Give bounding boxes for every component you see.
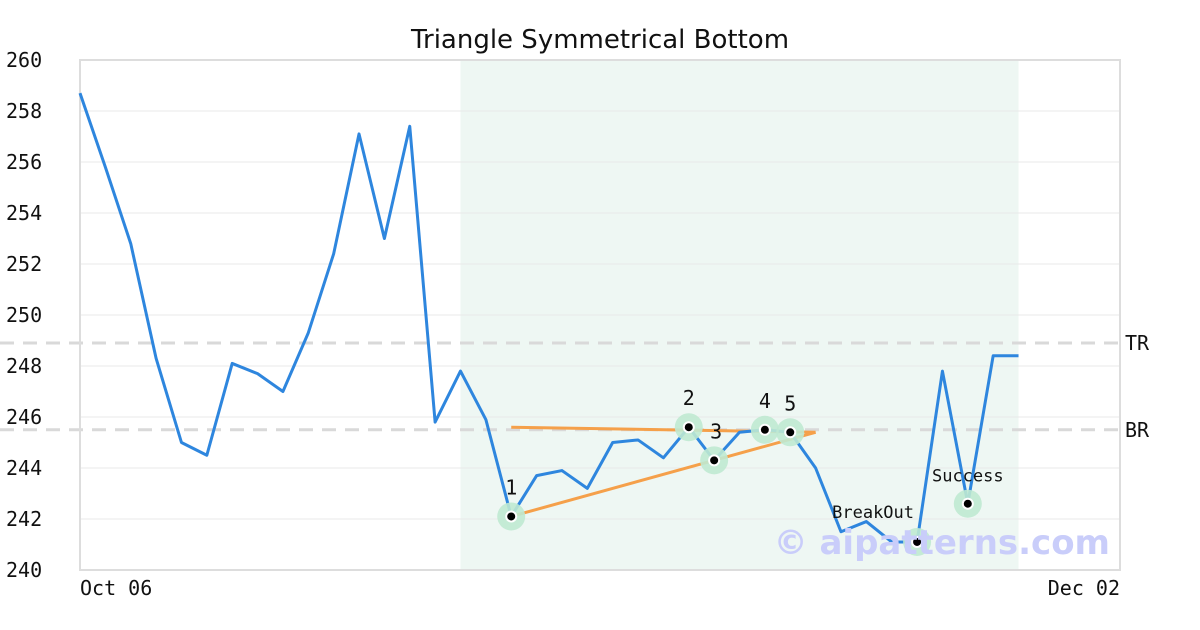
- level-label-tr: TR: [1125, 331, 1150, 355]
- point-dot: [786, 428, 795, 437]
- x-tick-label: Oct 06: [80, 576, 152, 600]
- y-tick-label: 260: [6, 48, 42, 72]
- point-dot: [684, 423, 693, 432]
- y-tick-label: 244: [6, 456, 42, 480]
- x-tick-label: Dec 02: [1048, 576, 1120, 600]
- point-label: 1: [505, 475, 517, 499]
- y-tick-label: 252: [6, 252, 42, 276]
- point-dot: [963, 499, 972, 508]
- point-label: 5: [784, 391, 796, 415]
- price-line: [78, 92, 1019, 544]
- level-label-br: BR: [1125, 418, 1150, 442]
- y-tick-label: 248: [6, 354, 42, 378]
- point-label: 4: [759, 389, 771, 413]
- point-label: 2: [683, 386, 695, 410]
- point-dot: [760, 425, 769, 434]
- point-dot: [913, 537, 922, 546]
- y-tick-label: 254: [6, 201, 42, 225]
- y-tick-label: 258: [6, 99, 42, 123]
- plot-frame: [79, 59, 1121, 571]
- point-dot: [507, 512, 516, 521]
- point-dot: [710, 456, 719, 465]
- watermark: © aipatterns.com: [774, 523, 1110, 563]
- y-tick-label: 242: [6, 507, 42, 531]
- trendline: [510, 430, 817, 518]
- point-label: BreakOut: [832, 503, 914, 523]
- y-tick-label: 246: [6, 405, 42, 429]
- y-tick-label: 240: [6, 558, 42, 582]
- point-label: Success: [932, 467, 1004, 487]
- y-tick-label: 250: [6, 303, 42, 327]
- chart-title: Triangle Symmetrical Bottom: [410, 25, 789, 55]
- point-label: 3: [710, 419, 722, 443]
- y-tick-label: 256: [6, 150, 42, 174]
